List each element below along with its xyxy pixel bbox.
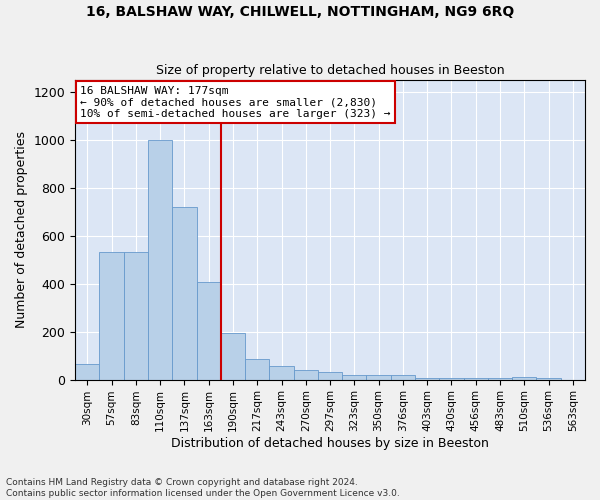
- Bar: [415, 378, 439, 380]
- Text: 16, BALSHAW WAY, CHILWELL, NOTTINGHAM, NG9 6RQ: 16, BALSHAW WAY, CHILWELL, NOTTINGHAM, N…: [86, 5, 514, 19]
- Bar: [221, 333, 245, 380]
- Bar: [124, 252, 148, 380]
- Bar: [439, 378, 464, 380]
- Bar: [512, 376, 536, 380]
- Text: Contains HM Land Registry data © Crown copyright and database right 2024.
Contai: Contains HM Land Registry data © Crown c…: [6, 478, 400, 498]
- Bar: [391, 375, 415, 380]
- Bar: [245, 359, 269, 380]
- Bar: [536, 378, 561, 380]
- Y-axis label: Number of detached properties: Number of detached properties: [15, 131, 28, 328]
- Bar: [464, 378, 488, 380]
- Bar: [367, 376, 391, 380]
- Bar: [197, 282, 221, 380]
- Bar: [318, 372, 342, 380]
- Title: Size of property relative to detached houses in Beeston: Size of property relative to detached ho…: [156, 64, 505, 77]
- Bar: [293, 370, 318, 380]
- Bar: [75, 364, 100, 380]
- X-axis label: Distribution of detached houses by size in Beeston: Distribution of detached houses by size …: [171, 437, 489, 450]
- Bar: [342, 376, 367, 380]
- Bar: [269, 366, 293, 380]
- Bar: [100, 252, 124, 380]
- Bar: [148, 140, 172, 380]
- Bar: [488, 378, 512, 380]
- Bar: [172, 207, 197, 380]
- Text: 16 BALSHAW WAY: 177sqm
← 90% of detached houses are smaller (2,830)
10% of semi-: 16 BALSHAW WAY: 177sqm ← 90% of detached…: [80, 86, 391, 119]
